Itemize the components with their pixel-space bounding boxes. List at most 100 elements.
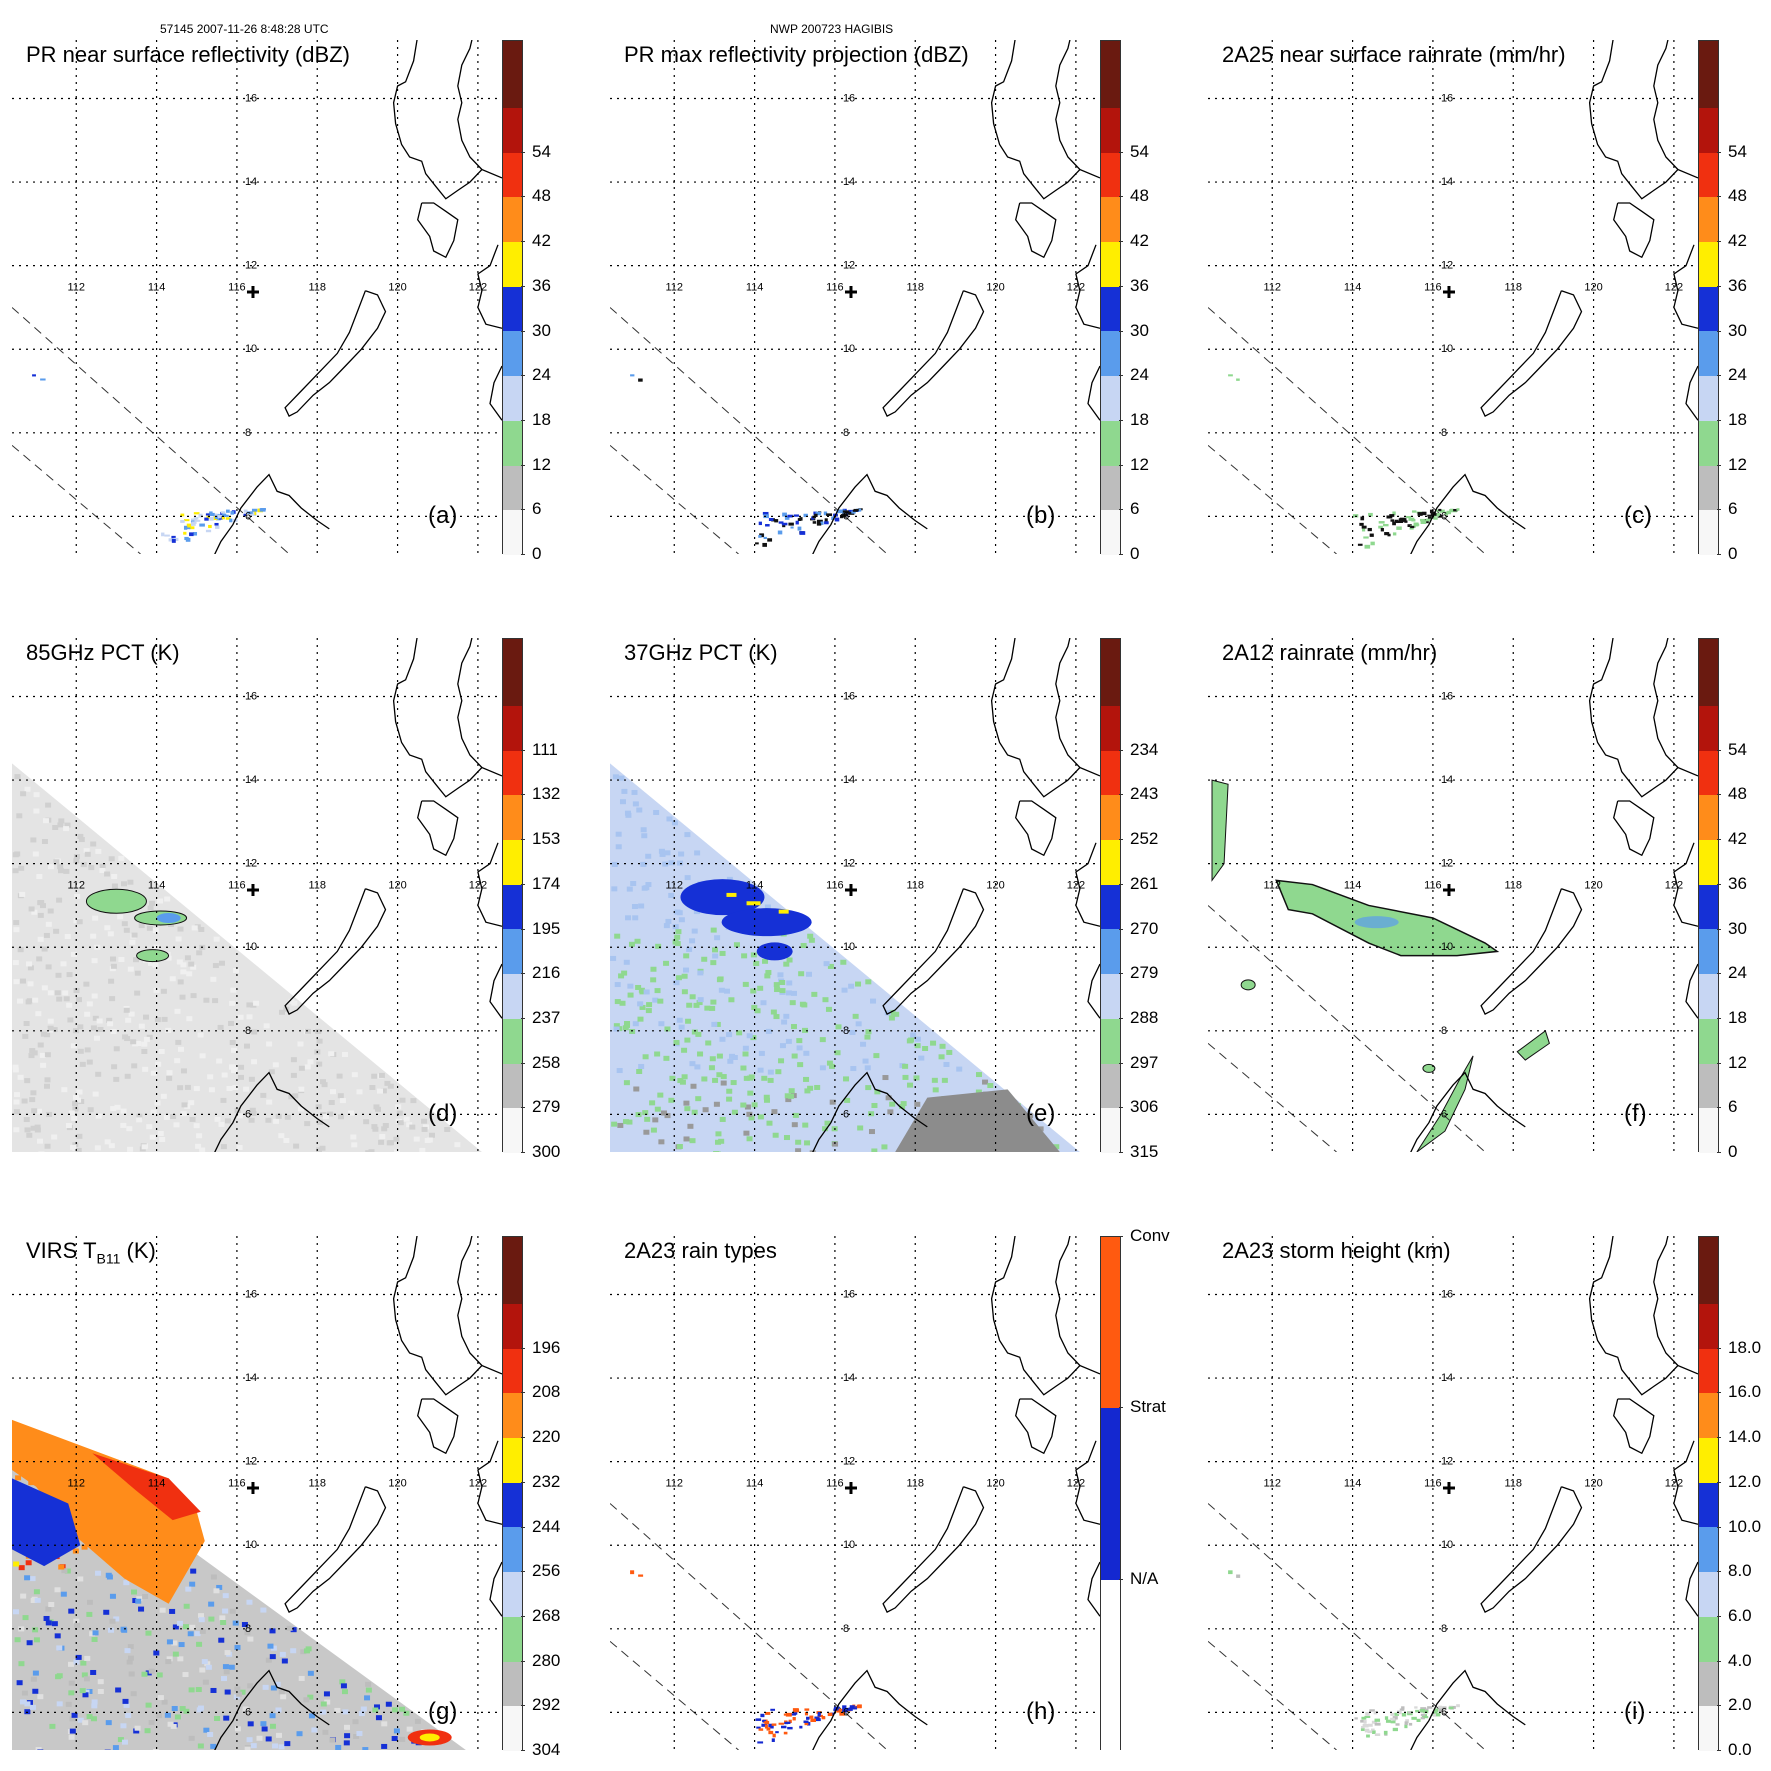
lon-label: 116 bbox=[1424, 1478, 1442, 1490]
colorbar-segment bbox=[1101, 197, 1120, 243]
colorbar-tick: 243 bbox=[1118, 784, 1158, 804]
storm-center-marker bbox=[844, 883, 857, 896]
colorbar-tick: 6 bbox=[1716, 499, 1737, 519]
colorbar-tick: 54 bbox=[1717, 142, 1747, 162]
panel-title: VIRS TB11 (K) bbox=[26, 1238, 156, 1267]
colorbar-segment bbox=[1699, 376, 1718, 421]
lat-label: 8 bbox=[843, 1623, 849, 1635]
lat-label: 12 bbox=[1441, 1456, 1453, 1468]
colorbar-tick: 30 bbox=[1119, 321, 1149, 341]
colorbar-segment bbox=[503, 1304, 522, 1349]
lon-label: 122 bbox=[469, 282, 487, 294]
colorbar-tick: 48 bbox=[521, 186, 551, 206]
colorbar-tick: 196 bbox=[520, 1338, 560, 1358]
colorbar-segment bbox=[1699, 1393, 1718, 1439]
panel-label: (h) bbox=[1026, 1698, 1056, 1725]
panel-title: 2A12 rainrate (mm/hr) bbox=[1222, 640, 1438, 665]
lon-label: 118 bbox=[1504, 880, 1522, 892]
lon-label: 116 bbox=[228, 880, 246, 892]
colorbar-tick: 48 bbox=[1717, 784, 1747, 804]
header-left: 57145 2007-11-26 8:48:28 UTC bbox=[160, 22, 329, 36]
colorbar-ticks: 0.0 2.0 4.0 6.0 8.0 10.0 12.0 14.0 16.0 18.0 bbox=[1716, 1236, 1771, 1759]
colorbar-segment bbox=[503, 108, 522, 153]
colorbar bbox=[1100, 638, 1121, 1153]
coastline bbox=[489, 963, 502, 1019]
colorbar-tick: 237 bbox=[520, 1008, 560, 1028]
panel-g: 112 114 116 118 120 122 16 14 12 10 8 6 VIRS TB11 (K… bbox=[0, 1196, 580, 1759]
coastline bbox=[882, 290, 985, 417]
panel-title: 2A23 rain types bbox=[624, 1238, 777, 1263]
map-c: 112 114 116 118 120 122 16 14 12 10 8 6 bbox=[1208, 40, 1698, 554]
colorbar-tick: 42 bbox=[1717, 829, 1747, 849]
colorbar-tick: 261 bbox=[1118, 874, 1158, 894]
coastline bbox=[489, 1561, 502, 1617]
lat-label: 8 bbox=[1441, 1623, 1447, 1635]
colorbar-segment bbox=[503, 884, 522, 930]
colorbar-tick: 195 bbox=[520, 919, 560, 939]
colorbar-segment bbox=[1101, 41, 1120, 109]
panel-h: 112 114 116 118 120 122 16 14 12 10 8 6 2A23 rain ty… bbox=[598, 1196, 1178, 1756]
coastline bbox=[392, 638, 502, 798]
colorbar-segment bbox=[503, 376, 522, 421]
colorbar-segment bbox=[1699, 1616, 1718, 1662]
panel-title: 2A23 storm height (km) bbox=[1222, 1238, 1451, 1263]
colorbar-segment bbox=[1101, 1063, 1120, 1109]
colorbar-tick: 216 bbox=[520, 963, 560, 983]
colorbar-segment bbox=[503, 286, 522, 332]
lon-label: 116 bbox=[826, 880, 844, 892]
lon-label: 120 bbox=[388, 880, 406, 892]
coastline bbox=[1087, 963, 1100, 1019]
colorbar-tick: 14.0 bbox=[1716, 1427, 1761, 1447]
colorbar-segment bbox=[1699, 152, 1718, 198]
panel-title: 85GHz PCT (K) bbox=[26, 640, 180, 665]
colorbar-segment bbox=[1699, 795, 1718, 841]
colorbar-segment bbox=[503, 1018, 522, 1064]
colorbar-segment bbox=[1101, 465, 1120, 511]
lon-label: 114 bbox=[746, 880, 764, 892]
lat-label: 8 bbox=[245, 427, 251, 439]
colorbar-segment bbox=[1101, 750, 1120, 796]
colorbar-segment bbox=[503, 420, 522, 466]
lon-label: 114 bbox=[148, 1478, 166, 1490]
lon-label: 122 bbox=[469, 880, 487, 892]
coastline bbox=[1588, 638, 1698, 798]
lat-label: 16 bbox=[245, 691, 257, 703]
lat-label: 10 bbox=[245, 1539, 257, 1551]
lon-label: 122 bbox=[1665, 1478, 1683, 1490]
panel-title: 2A25 near surface rainrate (mm/hr) bbox=[1222, 42, 1566, 67]
coastline bbox=[214, 473, 330, 554]
lat-label: 14 bbox=[245, 176, 257, 188]
lon-label: 112 bbox=[1263, 282, 1281, 294]
coastline bbox=[284, 888, 387, 1015]
coastline bbox=[1087, 365, 1100, 421]
lon-label: 114 bbox=[1344, 880, 1362, 892]
coastline bbox=[416, 202, 459, 259]
colorbar-segment bbox=[1699, 1348, 1718, 1394]
colorbar-segment bbox=[1101, 1408, 1120, 1580]
colorbar-segment bbox=[1101, 974, 1120, 1019]
colorbar-tick: Conv bbox=[1119, 1226, 1170, 1246]
colorbar-segment bbox=[1699, 197, 1718, 243]
colorbar-segment bbox=[1101, 706, 1120, 751]
coastline bbox=[1480, 290, 1583, 417]
coastline bbox=[1685, 365, 1698, 421]
colorbar-tick: 36 bbox=[521, 276, 551, 296]
lon-label: 120 bbox=[986, 880, 1004, 892]
lon-label: 122 bbox=[1067, 880, 1085, 892]
colorbar-segment bbox=[503, 750, 522, 796]
colorbar-segment bbox=[503, 1661, 522, 1707]
lon-label: 120 bbox=[986, 1478, 1004, 1490]
colorbar-ticks: 300 279 258 237 216 195 174 153 132 111 bbox=[520, 638, 584, 1161]
colorbar-tick: 234 bbox=[1118, 740, 1158, 760]
colorbar-tick: 0 bbox=[520, 544, 541, 564]
colorbar-tick: 36 bbox=[1717, 276, 1747, 296]
colorbar-segment bbox=[503, 242, 522, 287]
lon-label: 120 bbox=[388, 1478, 406, 1490]
colorbar-tick: 42 bbox=[1119, 231, 1149, 251]
colorbar-segment bbox=[1699, 1482, 1718, 1528]
colorbar-segment bbox=[503, 465, 522, 511]
coastline bbox=[990, 1236, 1100, 1396]
colorbar-segment bbox=[503, 1393, 522, 1439]
lon-label: 120 bbox=[388, 282, 406, 294]
lon-label: 116 bbox=[826, 1478, 844, 1490]
